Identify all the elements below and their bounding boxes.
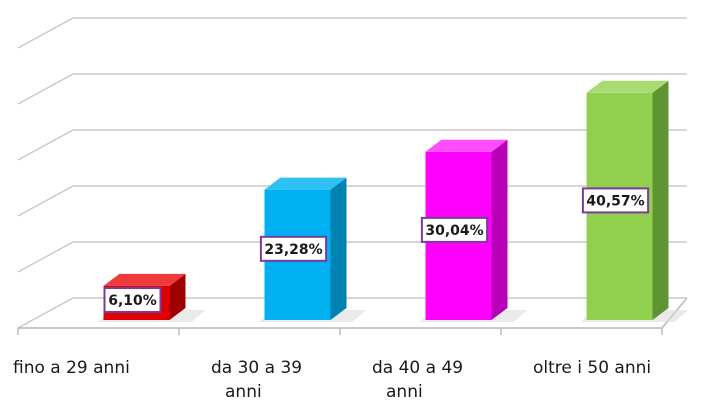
gridline [17,17,687,49]
chart-grid [17,17,688,335]
category-label: oltre i 50 anni [533,358,651,378]
data-label: 30,04% [420,216,489,243]
category-label-line: fino a 29 anni [13,358,130,378]
data-label-text: 30,04% [425,223,483,239]
category-label-line: oltre i 50 anni [533,358,651,378]
category-label-line: da 40 a 49 [372,358,463,378]
data-label: 23,28% [259,235,328,262]
category-label-line: anni [386,382,423,402]
category-label-line: anni [225,382,262,402]
data-label-text: 40,57% [586,193,644,209]
category-label: fino a 29 anni [13,358,130,378]
chart-labels: 6,10% fino a 29 anni 23,28% da 30 a 39 anni 3… [13,187,651,402]
category-label-line: da 30 a 39 [211,358,302,378]
gridline [17,129,687,161]
data-label-text: 6,10% [108,293,157,309]
data-label: 40,57% [581,187,650,214]
data-label-text: 23,28% [264,242,322,258]
gridline [17,73,687,105]
category-label: da 40 a 49 anni [372,358,463,402]
category-label: da 30 a 39 anni [211,358,302,402]
data-label: 6,10% [103,287,162,313]
